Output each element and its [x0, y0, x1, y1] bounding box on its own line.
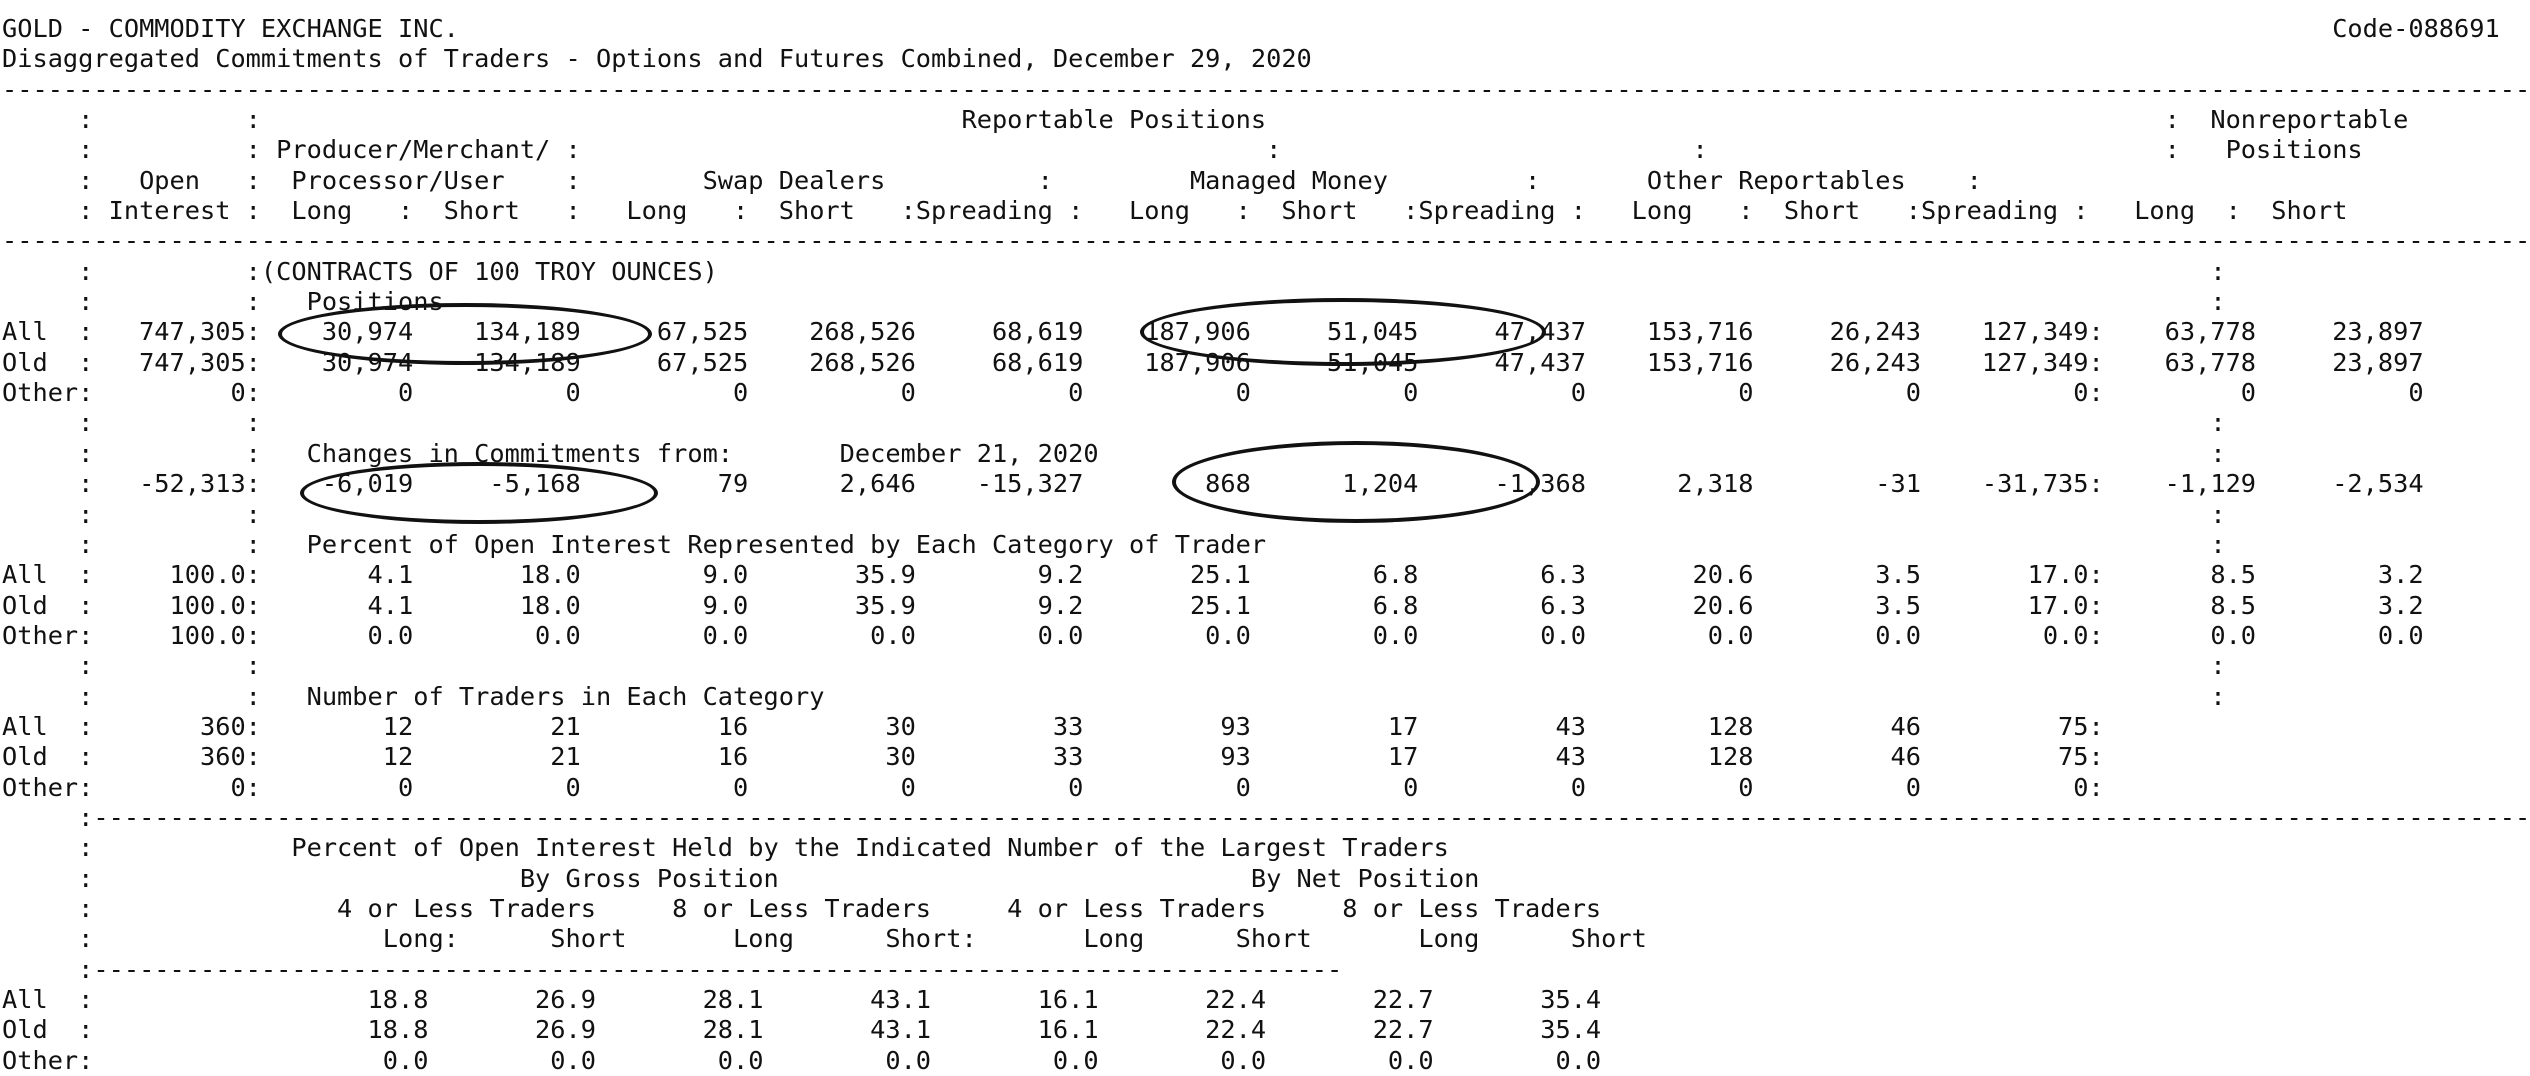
report-line: : : Number of Traders in Each Category :: [2, 681, 2226, 711]
report-line: All : 18.8 26.9 28.1 43.1 16.1 22.4 22.7…: [2, 985, 1602, 1014]
report-line: : : Changes in Commitments from: Decembe…: [2, 438, 2226, 468]
report-line: : By Gross Position By Net Position: [2, 863, 1480, 893]
report-line: : : :: [2, 499, 2226, 529]
report-line: Old : 100.0: 4.1 18.0 9.0 35.9 9.2 25.1 …: [2, 590, 2424, 620]
report-line: :---------------------------------------…: [2, 954, 1343, 984]
report-line: : : Positions :: [2, 287, 2226, 317]
cot-report-text: GOLD - COMMODITY EXCHANGE INC. Code-0886…: [2, 14, 2530, 1076]
report-line: Other: 0: 0 0 0 0 0 0 0 0 0 0 0: 0 0: [2, 378, 2424, 408]
report-line: ----------------------------------------…: [2, 226, 2530, 256]
report-line: Other: 0.0 0.0 0.0 0.0 0.0 0.0 0.0 0.0: [2, 1045, 1602, 1075]
report-line: Other: 100.0: 0.0 0.0 0.0 0.0 0.0 0.0 0.…: [2, 620, 2424, 650]
report-line: :---------------------------------------…: [2, 802, 2530, 832]
report-line: All : 100.0: 4.1 18.0 9.0 35.9 9.2 25.1 …: [2, 560, 2424, 590]
report-line: : 4 or Less Traders 8 or Less Traders 4 …: [2, 893, 1602, 923]
report-line: : : Reportable Positions : Nonreportable: [2, 105, 2409, 135]
report-line: : Interest : Long : Short : Long : Short…: [2, 196, 2348, 226]
report-line: Old : 747,305: 30,974 134,189 67,525 268…: [2, 347, 2424, 377]
report-line: : Percent of Open Interest Held by the I…: [2, 833, 1449, 863]
report-line: Old : 360: 12 21 16 30 33 93 17 43 128 4…: [2, 742, 2104, 772]
report-line: : -52,313: -6,019 -5,168 79 2,646 -15,32…: [2, 469, 2424, 499]
report-line: All : 747,305: 30,974 134,189 67,525 268…: [2, 317, 2424, 347]
report-line: Disaggregated Commitments of Traders - O…: [2, 44, 1312, 74]
report-line: : : Percent of Open Interest Represented…: [2, 529, 2226, 559]
report-line: Old : 18.8 26.9 28.1 43.1 16.1 22.4 22.7…: [2, 1015, 1602, 1045]
report-line: Other: 0: 0 0 0 0 0 0 0 0 0 0 0:: [2, 772, 2104, 802]
report-line: : Long: Short Long Short: Long Short Lon…: [2, 924, 1647, 954]
report-line: : : Producer/Merchant/ : : : : Positions: [2, 135, 2363, 165]
report-line: GOLD - COMMODITY EXCHANGE INC. Code-0886…: [2, 14, 2500, 43]
report-line: All : 360: 12 21 16 30 33 93 17 43 128 4…: [2, 711, 2104, 741]
report-line: : :(CONTRACTS OF 100 TROY OUNCES) :: [2, 256, 2226, 286]
report-line: : : :: [2, 651, 2226, 681]
report-line: ----------------------------------------…: [2, 74, 2530, 104]
report-line: : Open : Processor/User : Swap Dealers :…: [2, 165, 1982, 195]
report-line: : : :: [2, 408, 2226, 438]
